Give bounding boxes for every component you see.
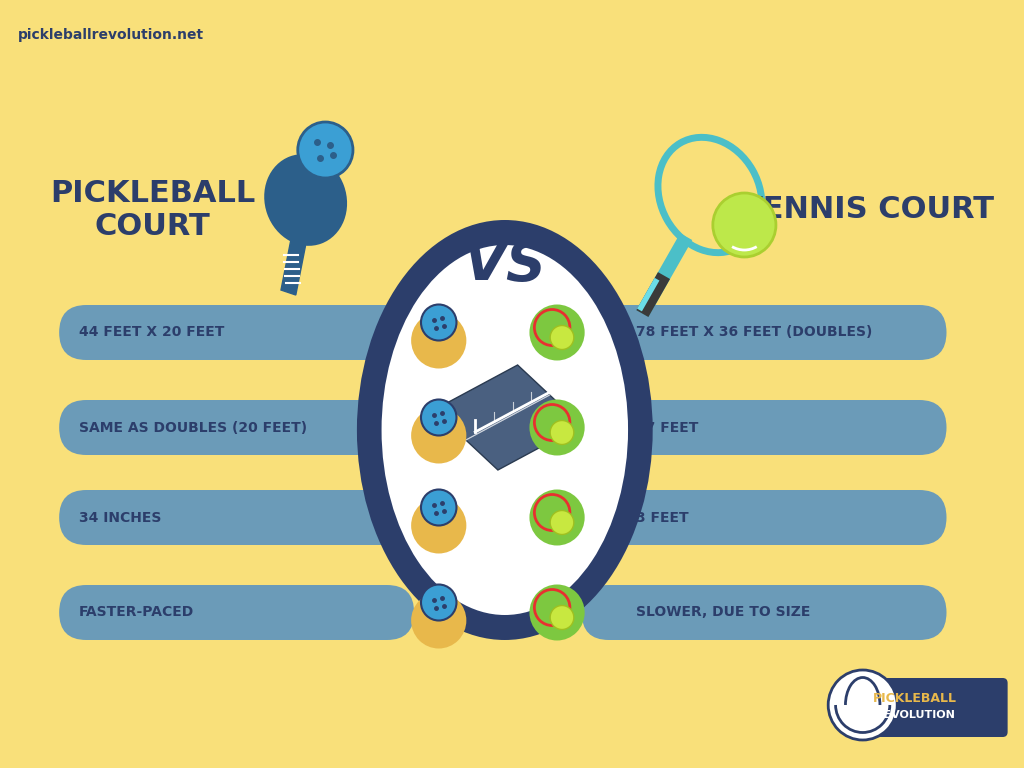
Text: 44 FEET X 20 FEET: 44 FEET X 20 FEET	[79, 326, 224, 339]
Circle shape	[529, 584, 585, 641]
Ellipse shape	[357, 220, 652, 640]
Circle shape	[535, 310, 570, 346]
Circle shape	[529, 304, 585, 360]
Text: 27 FEET: 27 FEET	[636, 421, 698, 435]
Circle shape	[535, 590, 570, 625]
Circle shape	[529, 399, 585, 455]
Text: PICKLEBALL: PICKLEBALL	[872, 691, 957, 704]
Circle shape	[550, 421, 573, 445]
Polygon shape	[281, 240, 305, 295]
Circle shape	[828, 670, 897, 740]
Circle shape	[411, 498, 466, 554]
Text: FASTER-PACED: FASTER-PACED	[79, 605, 195, 620]
Ellipse shape	[265, 156, 346, 244]
Text: 78 FEET X 36 FEET (DOUBLES): 78 FEET X 36 FEET (DOUBLES)	[636, 326, 872, 339]
FancyBboxPatch shape	[582, 490, 946, 545]
Circle shape	[421, 584, 457, 621]
Circle shape	[411, 408, 466, 464]
Circle shape	[421, 399, 457, 435]
Circle shape	[421, 489, 457, 525]
Circle shape	[535, 495, 570, 531]
Circle shape	[411, 592, 466, 648]
FancyBboxPatch shape	[59, 585, 414, 640]
Text: VS: VS	[463, 238, 546, 292]
Text: pickleballrevolution.net: pickleballrevolution.net	[17, 28, 204, 42]
Circle shape	[421, 304, 457, 340]
Text: REVOLUTION: REVOLUTION	[876, 710, 955, 720]
Circle shape	[529, 489, 585, 545]
FancyBboxPatch shape	[876, 678, 1008, 737]
Text: SLOWER, DUE TO SIZE: SLOWER, DUE TO SIZE	[636, 605, 810, 620]
FancyBboxPatch shape	[582, 400, 946, 455]
Circle shape	[535, 405, 570, 441]
Polygon shape	[434, 365, 582, 470]
Circle shape	[411, 313, 466, 369]
FancyBboxPatch shape	[59, 400, 414, 455]
FancyBboxPatch shape	[59, 305, 414, 360]
Circle shape	[550, 326, 573, 349]
Circle shape	[550, 605, 573, 630]
Text: TENNIS COURT: TENNIS COURT	[741, 196, 993, 224]
Text: 3 FEET: 3 FEET	[636, 511, 688, 525]
Ellipse shape	[382, 245, 628, 615]
Circle shape	[550, 511, 573, 535]
FancyBboxPatch shape	[582, 305, 946, 360]
Circle shape	[298, 122, 353, 178]
Text: PICKLEBALL
COURT: PICKLEBALL COURT	[50, 179, 255, 241]
Circle shape	[713, 193, 776, 257]
Text: 34 INCHES: 34 INCHES	[79, 511, 161, 525]
FancyBboxPatch shape	[582, 585, 946, 640]
Text: SAME AS DOUBLES (20 FEET): SAME AS DOUBLES (20 FEET)	[79, 421, 307, 435]
FancyBboxPatch shape	[59, 490, 414, 545]
